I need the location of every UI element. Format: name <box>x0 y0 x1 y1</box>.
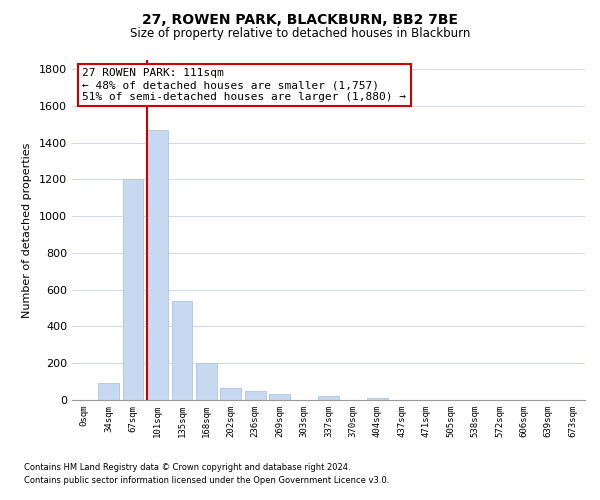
Bar <box>269 394 290 400</box>
Text: 27, ROWEN PARK, BLACKBURN, BB2 7BE: 27, ROWEN PARK, BLACKBURN, BB2 7BE <box>142 12 458 26</box>
Y-axis label: Number of detached properties: Number of detached properties <box>22 142 32 318</box>
Bar <box>367 398 388 400</box>
Bar <box>122 180 143 400</box>
Text: 27 ROWEN PARK: 111sqm
← 48% of detached houses are smaller (1,757)
51% of semi-d: 27 ROWEN PARK: 111sqm ← 48% of detached … <box>82 68 406 102</box>
Bar <box>318 396 339 400</box>
Bar <box>245 391 266 400</box>
Bar <box>98 384 119 400</box>
Text: Contains HM Land Registry data © Crown copyright and database right 2024.: Contains HM Land Registry data © Crown c… <box>24 464 350 472</box>
Text: Contains public sector information licensed under the Open Government Licence v3: Contains public sector information licen… <box>24 476 389 485</box>
Text: Size of property relative to detached houses in Blackburn: Size of property relative to detached ho… <box>130 28 470 40</box>
Bar <box>147 130 168 400</box>
Bar <box>220 388 241 400</box>
Bar <box>172 301 193 400</box>
Bar <box>196 363 217 400</box>
